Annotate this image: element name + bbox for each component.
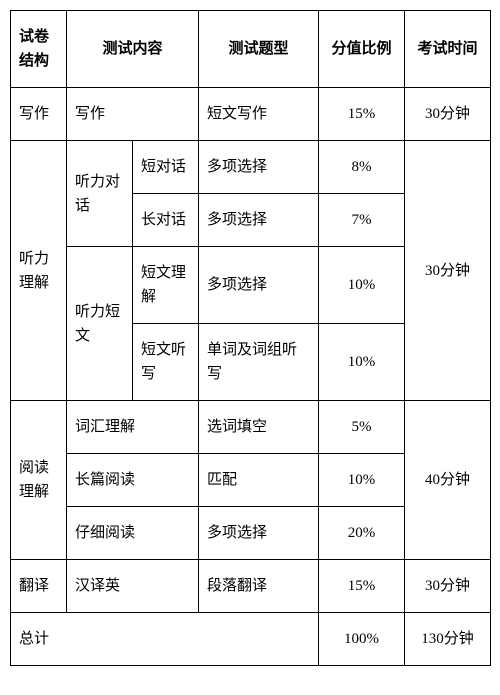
reading-careful-type: 多项选择 (199, 507, 319, 560)
long-dialogue-ratio: 7% (319, 194, 405, 247)
reading-vocab-ratio: 5% (319, 401, 405, 454)
translation-content: 汉译英 (67, 560, 199, 613)
passage-comp-label: 短文理解 (133, 247, 199, 324)
writing-section: 写作 (11, 88, 67, 141)
reading-section: 阅读理解 (11, 401, 67, 560)
row-translation: 翻译 汉译英 段落翻译 15% 30分钟 (11, 560, 491, 613)
dictation-label: 短文听写 (133, 324, 199, 401)
writing-ratio: 15% (319, 88, 405, 141)
reading-long-type: 匹配 (199, 454, 319, 507)
translation-section: 翻译 (11, 560, 67, 613)
row-writing: 写作 写作 短文写作 15% 30分钟 (11, 88, 491, 141)
header-row: 试卷结构 测试内容 测试题型 分值比例 考试时间 (11, 11, 491, 88)
passage-comp-type: 多项选择 (199, 247, 319, 324)
dictation-type: 单词及词组听写 (199, 324, 319, 401)
reading-time: 40分钟 (405, 401, 491, 560)
listening-time: 30分钟 (405, 141, 491, 401)
reading-long-label: 长篇阅读 (67, 454, 199, 507)
row-reading-vocab: 阅读理解 词汇理解 选词填空 5% 40分钟 (11, 401, 491, 454)
short-dialogue-ratio: 8% (319, 141, 405, 194)
writing-type: 短文写作 (199, 88, 319, 141)
reading-careful-label: 仔细阅读 (67, 507, 199, 560)
total-ratio: 100% (319, 613, 405, 666)
col-score-ratio: 分值比例 (319, 11, 405, 88)
passage-comp-ratio: 10% (319, 247, 405, 324)
total-label: 总计 (11, 613, 319, 666)
total-time: 130分钟 (405, 613, 491, 666)
row-total: 总计 100% 130分钟 (11, 613, 491, 666)
reading-vocab-type: 选词填空 (199, 401, 319, 454)
translation-ratio: 15% (319, 560, 405, 613)
reading-careful-ratio: 20% (319, 507, 405, 560)
dictation-ratio: 10% (319, 324, 405, 401)
reading-vocab-label: 词汇理解 (67, 401, 199, 454)
translation-time: 30分钟 (405, 560, 491, 613)
col-structure: 试卷结构 (11, 11, 67, 88)
writing-content: 写作 (67, 88, 199, 141)
short-dialogue-label: 短对话 (133, 141, 199, 194)
long-dialogue-label: 长对话 (133, 194, 199, 247)
short-dialogue-type: 多项选择 (199, 141, 319, 194)
col-exam-time: 考试时间 (405, 11, 491, 88)
row-listening-short-dialogue: 听力理解 听力对话 短对话 多项选择 8% 30分钟 (11, 141, 491, 194)
listening-passage-group: 听力短文 (67, 247, 133, 401)
writing-time: 30分钟 (405, 88, 491, 141)
listening-dialogue-group: 听力对话 (67, 141, 133, 247)
col-question-type: 测试题型 (199, 11, 319, 88)
col-content: 测试内容 (67, 11, 199, 88)
listening-section: 听力理解 (11, 141, 67, 401)
exam-structure-table: 试卷结构 测试内容 测试题型 分值比例 考试时间 写作 写作 短文写作 15% … (10, 10, 491, 666)
long-dialogue-type: 多项选择 (199, 194, 319, 247)
reading-long-ratio: 10% (319, 454, 405, 507)
translation-type: 段落翻译 (199, 560, 319, 613)
